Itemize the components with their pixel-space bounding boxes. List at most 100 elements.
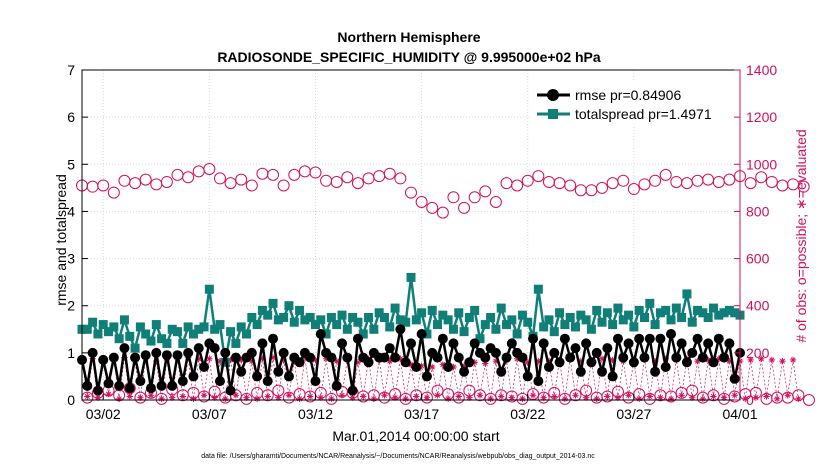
spread-point bbox=[130, 343, 140, 353]
rmse-point bbox=[140, 350, 151, 361]
spread-point bbox=[459, 327, 469, 337]
rmse-point bbox=[167, 380, 178, 391]
spread-point bbox=[364, 313, 374, 322]
rmse-point bbox=[543, 362, 554, 372]
possible-point bbox=[776, 179, 789, 192]
rmse-point bbox=[130, 352, 141, 363]
rmse-point bbox=[310, 376, 321, 387]
spread-point bbox=[602, 308, 612, 318]
evaluated-point bbox=[720, 394, 728, 401]
possible-point bbox=[134, 391, 147, 404]
rmse-point bbox=[406, 338, 416, 349]
spread-point bbox=[682, 289, 692, 299]
x-tick-label: 03/12 bbox=[298, 406, 333, 422]
spread-point bbox=[714, 310, 724, 320]
rmse-point bbox=[172, 350, 183, 361]
rmse-point bbox=[82, 380, 93, 391]
rmse-point bbox=[326, 352, 337, 363]
spread-point bbox=[369, 324, 379, 334]
spread-point bbox=[310, 320, 320, 330]
spread-point bbox=[162, 338, 172, 348]
evaluated-point bbox=[498, 393, 505, 400]
evaluated-point bbox=[768, 356, 776, 364]
right-tick-label: 400 bbox=[746, 298, 770, 314]
possible-point bbox=[511, 179, 524, 192]
spread-point bbox=[194, 324, 204, 334]
spread-point bbox=[279, 313, 289, 322]
rmse-point bbox=[597, 366, 608, 377]
possible-point bbox=[627, 183, 640, 196]
evaluated-point bbox=[84, 393, 91, 400]
spread-point bbox=[724, 305, 734, 315]
rmse-point bbox=[671, 352, 682, 363]
legend-box bbox=[530, 82, 734, 126]
rmse-point bbox=[273, 366, 284, 377]
spread-point bbox=[257, 305, 267, 315]
legend-rmse-label: rmse pr=0.84906 bbox=[575, 87, 681, 103]
spread-point bbox=[555, 308, 565, 318]
spread-point bbox=[358, 329, 368, 339]
spread-point bbox=[252, 320, 262, 330]
left-tick-label: 2 bbox=[67, 298, 75, 314]
possible-point bbox=[431, 384, 444, 397]
spread-point bbox=[98, 320, 108, 330]
evaluated-point bbox=[476, 392, 484, 399]
rmse-point bbox=[268, 333, 279, 344]
rmse-point bbox=[612, 333, 623, 344]
spread-point bbox=[443, 315, 453, 325]
right-tick-label: 800 bbox=[746, 203, 770, 219]
rmse-point bbox=[114, 380, 125, 391]
spread-point bbox=[586, 324, 596, 334]
possible-point bbox=[399, 392, 412, 405]
rmse-point bbox=[257, 338, 268, 349]
possible-point bbox=[415, 196, 428, 208]
rmse-point bbox=[607, 371, 618, 382]
possible-point bbox=[314, 386, 327, 399]
rmse-point bbox=[331, 380, 342, 391]
possible-point bbox=[351, 177, 364, 190]
possible-point bbox=[325, 392, 338, 405]
possible-point bbox=[288, 168, 301, 181]
rmse-point bbox=[549, 347, 560, 358]
spread-point bbox=[141, 329, 151, 339]
possible-point bbox=[532, 170, 545, 183]
rmse-point bbox=[490, 347, 501, 358]
spread-point bbox=[236, 322, 246, 332]
possible-point bbox=[394, 172, 407, 185]
spread-point bbox=[178, 338, 188, 348]
x-tick-label: 03/17 bbox=[404, 406, 439, 422]
rmse-point bbox=[305, 352, 316, 363]
spread-point bbox=[353, 317, 363, 327]
x-tick-label: 04/01 bbox=[722, 406, 757, 422]
possible-point bbox=[378, 391, 391, 404]
possible-point bbox=[160, 175, 173, 188]
spread-point bbox=[687, 317, 697, 327]
spread-point bbox=[93, 329, 103, 339]
evaluated-point bbox=[413, 393, 420, 400]
rmse-point bbox=[570, 343, 581, 354]
x-tick-label: 03/07 bbox=[192, 406, 227, 422]
possible-point bbox=[596, 181, 609, 194]
rmse-point bbox=[703, 338, 714, 349]
spread-point bbox=[125, 331, 135, 341]
rmse-point bbox=[496, 366, 507, 377]
chart-subtitle: RADIOSONDE_SPECIFIC_HUMIDITY @ 9.995000e… bbox=[217, 49, 601, 65]
rmse-point bbox=[448, 338, 459, 349]
evaluated-point bbox=[158, 395, 165, 403]
evaluated-line bbox=[81, 357, 799, 399]
rmse-point bbox=[517, 352, 528, 363]
rmse-point bbox=[459, 366, 470, 377]
x-tick-label: 03/02 bbox=[86, 406, 121, 422]
spread-point bbox=[348, 313, 358, 322]
rmse-point bbox=[193, 343, 204, 354]
rmse-point bbox=[618, 352, 629, 363]
spread-point bbox=[385, 322, 395, 332]
spread-point bbox=[693, 305, 703, 315]
spread-point bbox=[109, 322, 119, 332]
left-axis: 0 1 2 3 4 5 6 7 bbox=[67, 62, 88, 408]
rmse-point bbox=[108, 352, 119, 363]
rmse-point bbox=[586, 357, 597, 368]
rmse-point bbox=[666, 329, 677, 339]
possible-point bbox=[426, 201, 439, 214]
left-tick-label: 0 bbox=[67, 392, 75, 408]
